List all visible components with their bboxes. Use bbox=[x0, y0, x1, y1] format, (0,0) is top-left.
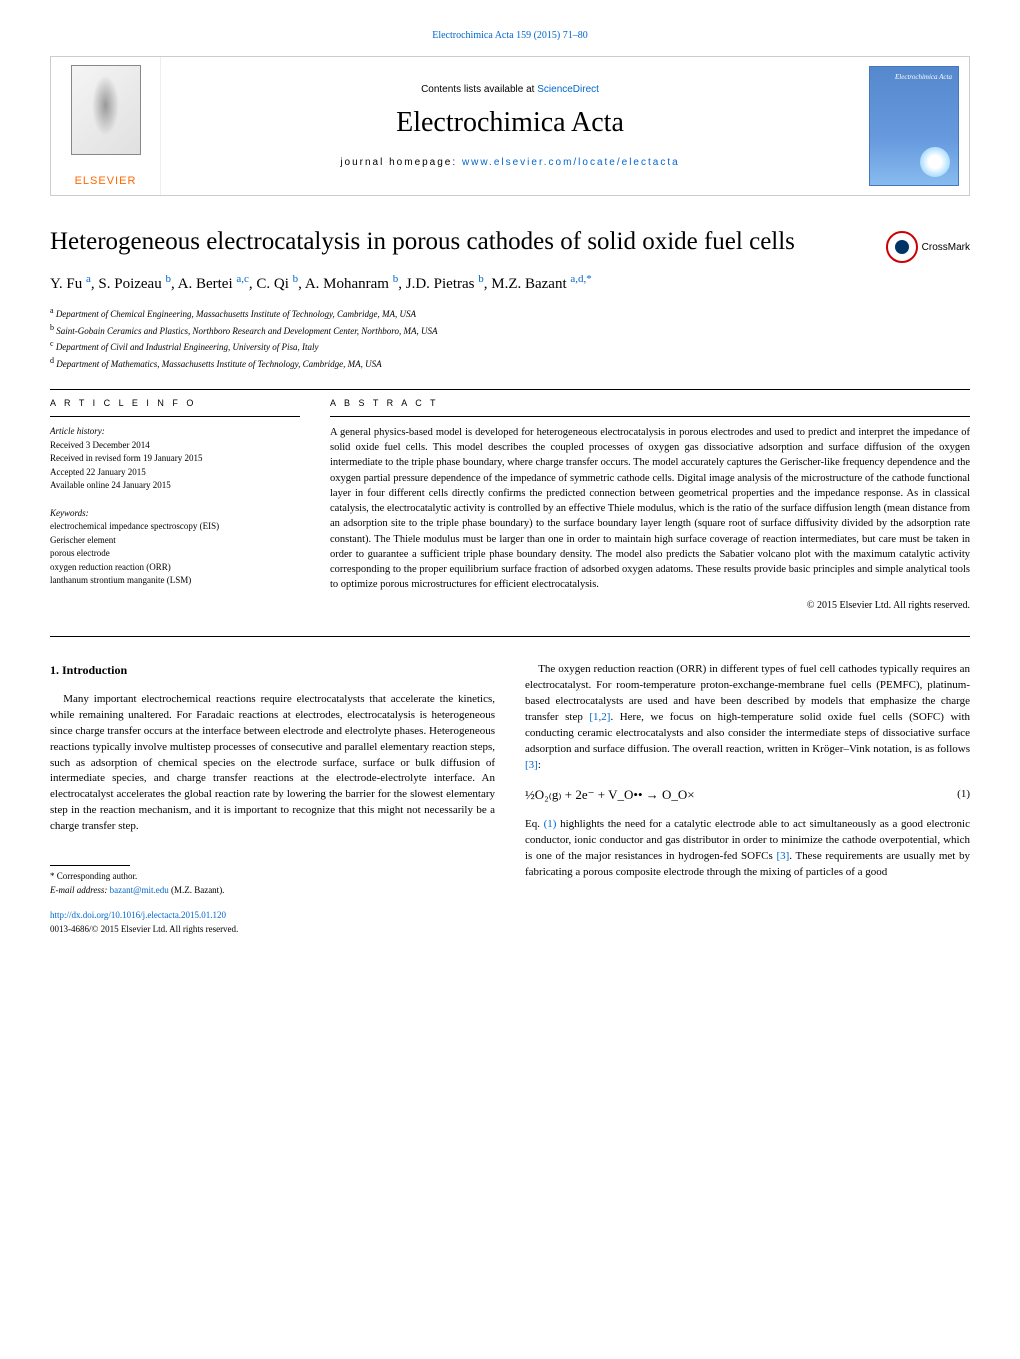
homepage-prefix: journal homepage: bbox=[340, 157, 462, 168]
keywords-label: Keywords: bbox=[50, 507, 300, 521]
corresponding-author: * Corresponding author. bbox=[50, 870, 250, 884]
abstract-copyright: © 2015 Elsevier Ltd. All rights reserved… bbox=[330, 600, 970, 611]
intro-heading: 1. Introduction bbox=[50, 662, 495, 679]
footer-block: * Corresponding author. E-mail address: … bbox=[50, 865, 250, 936]
author-list: Y. Fu a, S. Poizeau b, A. Bertei a,c, C.… bbox=[50, 273, 970, 293]
email-link[interactable]: bazant@mit.edu bbox=[110, 885, 169, 895]
article-title: Heterogeneous electrocatalysis in porous… bbox=[50, 226, 866, 259]
equation-number: (1) bbox=[957, 787, 970, 803]
citation-link[interactable]: [3] bbox=[525, 759, 538, 771]
divider bbox=[50, 636, 970, 637]
journal-citation: Electrochimica Acta 159 (2015) 71–80 bbox=[50, 30, 970, 41]
abstract-label: A B S T R A C T bbox=[330, 398, 970, 408]
keyword: Gerischer element bbox=[50, 534, 300, 548]
text-span: : bbox=[538, 759, 541, 771]
history-line: Received in revised form 19 January 2015 bbox=[50, 452, 300, 466]
footnote-divider bbox=[50, 865, 130, 866]
banner-center: Contents lists available at ScienceDirec… bbox=[161, 57, 859, 195]
citation-link[interactable]: [1,2] bbox=[589, 711, 610, 723]
equation-row: ½O₂₍g₎ + 2e⁻ + V_O•• → O_O× (1) bbox=[525, 786, 970, 805]
affiliations: a Department of Chemical Engineering, Ma… bbox=[50, 305, 970, 371]
cover-title: Electrochimica Acta bbox=[870, 67, 958, 87]
history-line: Accepted 22 January 2015 bbox=[50, 466, 300, 480]
publisher-name: ELSEVIER bbox=[75, 175, 137, 187]
keywords-block: Keywords: electrochemical impedance spec… bbox=[50, 507, 300, 588]
equation-ref[interactable]: (1) bbox=[544, 818, 557, 830]
journal-banner: ELSEVIER Contents lists available at Sci… bbox=[50, 56, 970, 196]
left-column: 1. Introduction Many important electroch… bbox=[50, 662, 495, 936]
affiliation: b Saint-Gobain Ceramics and Plastics, No… bbox=[50, 322, 970, 339]
cover-badge-icon bbox=[920, 147, 950, 177]
history-line: Received 3 December 2014 bbox=[50, 439, 300, 453]
text-span: Eq. bbox=[525, 818, 544, 830]
keyword: porous electrode bbox=[50, 547, 300, 561]
journal-cover-icon: Electrochimica Acta bbox=[869, 66, 959, 186]
keyword: lanthanum strontium manganite (LSM) bbox=[50, 574, 300, 588]
intro-paragraph: Many important electrochemical reactions… bbox=[50, 692, 495, 835]
equation: ½O₂₍g₎ + 2e⁻ + V_O•• → O_O× bbox=[525, 786, 695, 805]
body-paragraph: The oxygen reduction reaction (ORR) in d… bbox=[525, 662, 970, 774]
cover-block: Electrochimica Acta bbox=[859, 57, 969, 195]
abstract-text: A general physics-based model is develop… bbox=[330, 425, 970, 592]
publisher-block: ELSEVIER bbox=[51, 57, 161, 195]
sciencedirect-link[interactable]: ScienceDirect bbox=[537, 84, 599, 95]
citation-link[interactable]: [3] bbox=[776, 850, 789, 862]
divider bbox=[50, 416, 300, 417]
homepage-link[interactable]: www.elsevier.com/locate/electacta bbox=[462, 157, 680, 168]
issn-line: 0013-4686/© 2015 Elsevier Ltd. All right… bbox=[50, 923, 250, 937]
divider bbox=[330, 416, 970, 417]
divider bbox=[50, 389, 970, 390]
doi-link[interactable]: http://dx.doi.org/10.1016/j.electacta.20… bbox=[50, 909, 250, 923]
keyword: oxygen reduction reaction (ORR) bbox=[50, 561, 300, 575]
article-history: Article history: Received 3 December 201… bbox=[50, 425, 300, 493]
keyword: electrochemical impedance spectroscopy (… bbox=[50, 520, 300, 534]
homepage-line: journal homepage: www.elsevier.com/locat… bbox=[340, 157, 679, 168]
elsevier-tree-icon bbox=[71, 65, 141, 155]
email-label: E-mail address: bbox=[50, 885, 110, 895]
history-label: Article history: bbox=[50, 425, 300, 439]
contents-line: Contents lists available at ScienceDirec… bbox=[421, 84, 599, 95]
right-column: The oxygen reduction reaction (ORR) in d… bbox=[525, 662, 970, 936]
affiliation: c Department of Civil and Industrial Eng… bbox=[50, 338, 970, 355]
email-suffix: (M.Z. Bazant). bbox=[169, 885, 225, 895]
affiliation: a Department of Chemical Engineering, Ma… bbox=[50, 305, 970, 322]
history-line: Available online 24 January 2015 bbox=[50, 479, 300, 493]
crossmark-icon bbox=[886, 231, 918, 263]
article-info-column: A R T I C L E I N F O Article history: R… bbox=[50, 398, 300, 611]
crossmark-widget[interactable]: CrossMark bbox=[886, 231, 970, 263]
journal-name: Electrochimica Acta bbox=[396, 107, 624, 139]
email-line: E-mail address: bazant@mit.edu (M.Z. Baz… bbox=[50, 884, 250, 898]
article-info-label: A R T I C L E I N F O bbox=[50, 398, 300, 408]
crossmark-label: CrossMark bbox=[922, 242, 970, 253]
body-columns: 1. Introduction Many important electroch… bbox=[50, 662, 970, 936]
abstract-column: A B S T R A C T A general physics-based … bbox=[330, 398, 970, 611]
affiliation: d Department of Mathematics, Massachuset… bbox=[50, 355, 970, 372]
body-paragraph: Eq. (1) highlights the need for a cataly… bbox=[525, 817, 970, 881]
contents-prefix: Contents lists available at bbox=[421, 84, 537, 95]
